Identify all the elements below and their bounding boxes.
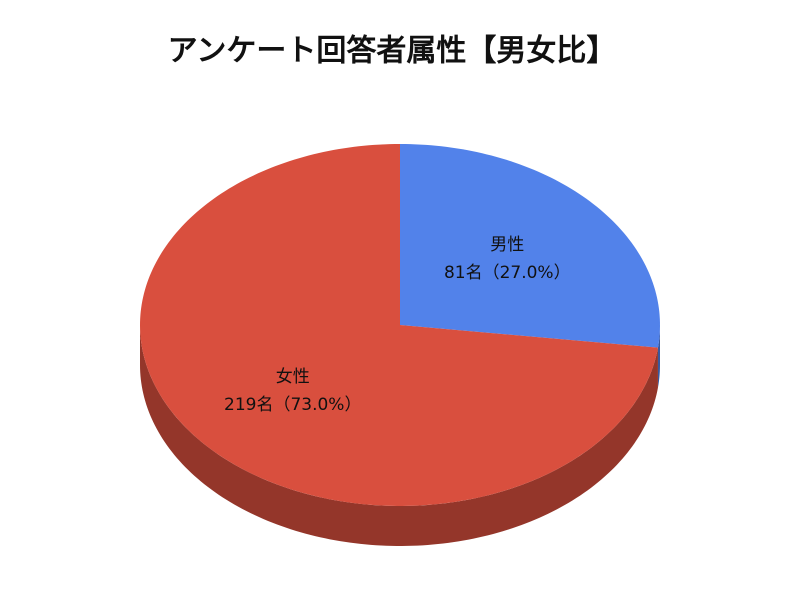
slice-side (657, 325, 660, 388)
slice (400, 144, 660, 348)
slice (140, 144, 658, 506)
slice-label: 男性 (490, 235, 524, 255)
slice-value-label: 219名（73.0%） (224, 395, 361, 415)
slice-label: 女性 (276, 367, 310, 387)
slice-value-label: 81名（27.0%） (444, 263, 571, 283)
slice-side (140, 325, 658, 546)
chart-title: アンケート回答者属性【男女比】 (168, 34, 617, 69)
